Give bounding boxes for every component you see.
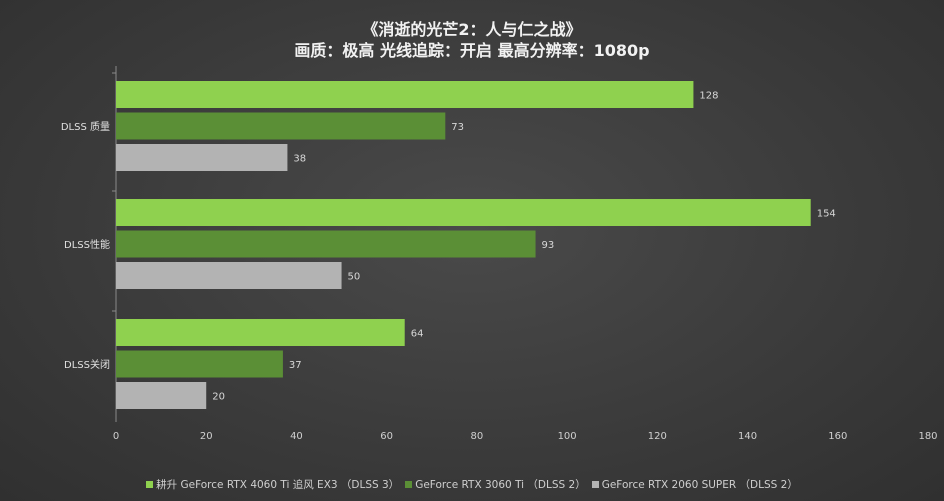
legend-label: GeForce RTX 2060 SUPER （DLSS 2） [601, 479, 798, 491]
x-tick-label: 180 [918, 431, 937, 442]
category-label: DLSS关闭 [64, 358, 110, 371]
bar [116, 230, 536, 258]
bar [116, 144, 288, 171]
data-label: 37 [289, 360, 302, 371]
x-tick-label: 0 [113, 431, 119, 442]
bar [116, 319, 405, 346]
data-label: 64 [411, 329, 424, 340]
data-label: 38 [293, 154, 306, 165]
legend-swatch [405, 481, 413, 488]
legend-item: GeForce RTX 2060 SUPER （DLSS 2） [591, 477, 798, 492]
legend-swatch [591, 481, 599, 488]
legend-swatch [146, 481, 154, 488]
data-label: 20 [212, 392, 225, 403]
data-label: 73 [451, 122, 464, 133]
x-tick-label: 60 [380, 431, 393, 442]
chart-subtitle: 画质：极高 光线追踪：开启 最高分辨率：1080p [294, 41, 650, 60]
category-label: DLSS 质量 [61, 121, 110, 133]
data-label: 93 [542, 240, 555, 251]
bar [116, 382, 207, 409]
bar [116, 199, 811, 226]
x-tick-label: 100 [558, 431, 577, 442]
x-tick-label: 20 [200, 431, 213, 442]
bar [116, 112, 446, 140]
legend-item: GeForce RTX 3060 Ti （DLSS 2） [405, 477, 586, 492]
data-label: 128 [699, 91, 718, 102]
x-tick-label: 80 [471, 431, 484, 442]
chart-title: 《消逝的光芒2：人与仁之战》 [362, 20, 582, 39]
category-label: DLSS性能 [64, 238, 110, 251]
legend-label: GeForce RTX 3060 Ti （DLSS 2） [415, 479, 586, 491]
data-label: 50 [348, 272, 361, 283]
legend-label: 耕升 GeForce RTX 4060 Ti 追风 EX3 （DLSS 3） [156, 479, 400, 491]
bar [116, 262, 342, 289]
bar [116, 81, 694, 108]
legend: 耕升 GeForce RTX 4060 Ti 追风 EX3 （DLSS 3） Ge… [0, 477, 944, 492]
legend-item: 耕升 GeForce RTX 4060 Ti 追风 EX3 （DLSS 3） [146, 477, 399, 492]
bar [116, 350, 283, 378]
x-tick-label: 120 [648, 431, 667, 442]
x-tick-label: 40 [290, 431, 303, 442]
x-tick-label: 160 [828, 431, 847, 442]
x-tick-label: 140 [738, 431, 757, 442]
data-label: 154 [817, 209, 836, 220]
